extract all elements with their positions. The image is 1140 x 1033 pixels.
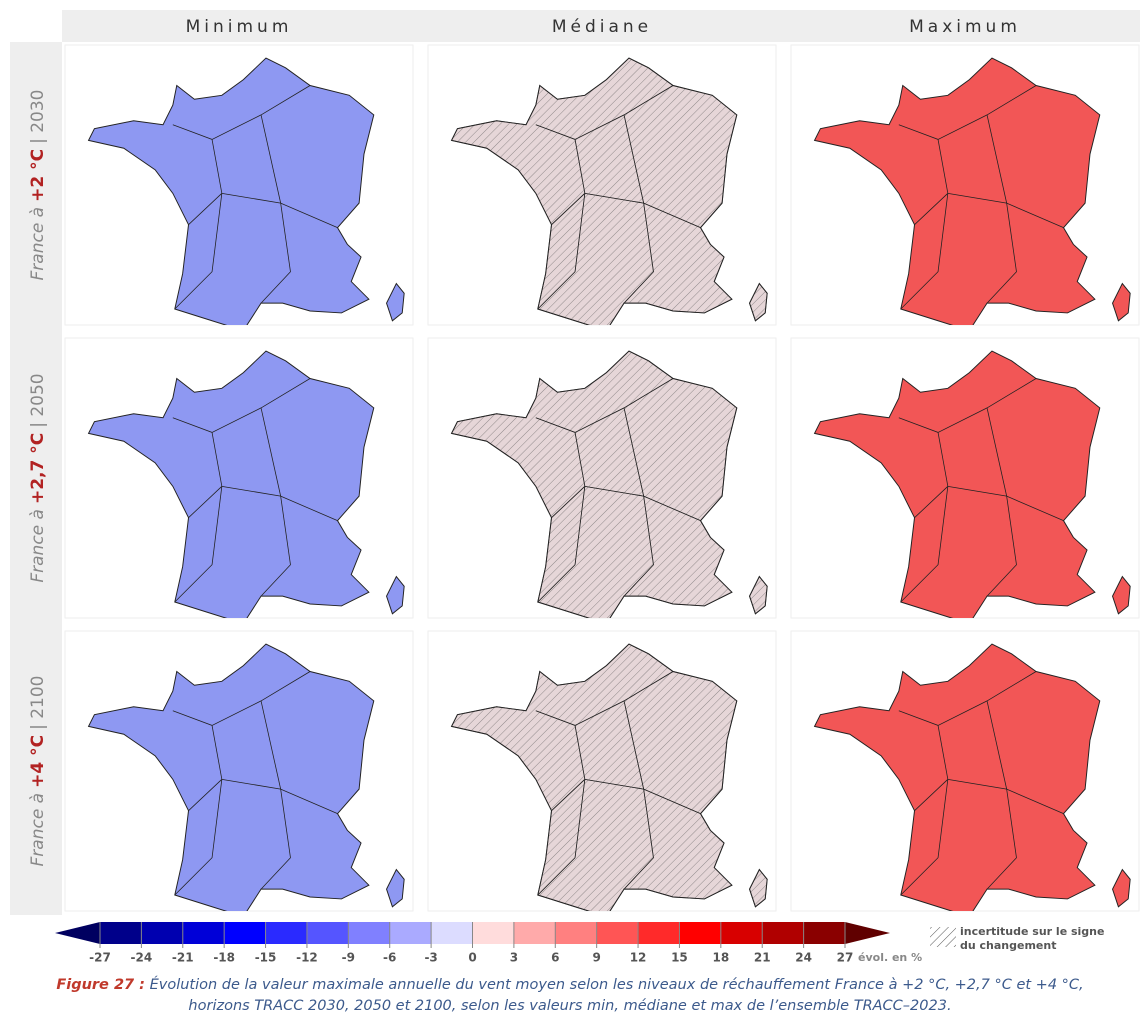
caption-label: Figure 27 :	[56, 977, 145, 993]
column-header: Maximum	[909, 17, 1021, 37]
colorbar-tick-label: 3	[510, 951, 518, 965]
colorbar-tick-label: -18	[213, 951, 235, 965]
colorbar-tick-label: -27	[89, 951, 111, 965]
header-bar	[62, 10, 1140, 42]
colorbar-bin	[596, 922, 639, 944]
row-level: +4 °C	[28, 735, 48, 788]
colorbar-bin	[679, 922, 722, 944]
row-label: France à +4 °C | 2100	[28, 676, 48, 867]
hatch-legend: incertitude sur le signe	[960, 925, 1104, 938]
colorbar-tick-label: -3	[424, 951, 437, 965]
row-label-bar	[10, 42, 62, 915]
hatch-swatch	[930, 927, 956, 947]
colorbar-arrow	[55, 922, 100, 944]
colorbar-bin	[720, 922, 763, 944]
colorbar-tick-label: 0	[468, 951, 476, 965]
caption-text: Évolution de la valeur maximale annuelle…	[149, 977, 1084, 1014]
colorbar-tick-label: -15	[255, 951, 277, 965]
row-prefix: France à	[28, 793, 48, 867]
colorbar-bin	[389, 922, 432, 944]
row-level: +2,7 °C	[28, 433, 48, 504]
colorbar-tick-label: 27	[837, 951, 854, 965]
row-horizon: | 2030	[28, 90, 48, 144]
colorbar-tick-label: 15	[671, 951, 688, 965]
colorbar-bin	[431, 922, 473, 944]
row-label: France à +2,7 °C | 2050	[28, 373, 48, 582]
colorbar-unit: évol. en %	[858, 951, 922, 964]
colorbar-bin	[224, 922, 267, 944]
caption: Figure 27 : Évolution de la valeur maxim…	[40, 975, 1100, 1031]
column-header: Médiane	[552, 17, 652, 37]
colorbar-bin	[265, 922, 308, 944]
colorbar-arrow	[845, 922, 890, 944]
colorbar-tick-label: -9	[342, 951, 355, 965]
colorbar-bin	[803, 922, 846, 944]
colorbar-bin	[100, 922, 142, 944]
colorbar-bin	[555, 922, 598, 944]
colorbar-bin	[348, 922, 391, 944]
colorbar-tick-label: 18	[712, 951, 729, 965]
colorbar-bin	[513, 922, 556, 944]
row-label: France à +2 °C | 2030	[28, 90, 48, 281]
colorbar-bin	[638, 922, 680, 944]
colorbar-tick-label: 9	[592, 951, 600, 965]
row-prefix: France à	[28, 207, 48, 281]
colorbar-tick-label: 21	[754, 951, 771, 965]
colorbar-tick-label: -24	[131, 951, 153, 965]
figure: Minimum Médiane Maximum France à +2 °C | 2030…	[10, 10, 1140, 965]
column-header: Minimum	[186, 17, 293, 37]
colorbar-bin	[141, 922, 184, 944]
colorbar-bin	[472, 922, 515, 944]
colorbar-bin	[182, 922, 225, 944]
colorbar-tick-label: 6	[551, 951, 559, 965]
colorbar-tick-label: -6	[383, 951, 396, 965]
colorbar-bin	[306, 922, 349, 944]
colorbar-tick-label: 24	[795, 951, 812, 965]
row-horizon: | 2100	[28, 676, 48, 730]
colorbar-tick-label: -21	[172, 951, 194, 965]
hatch-legend: du changement	[960, 939, 1057, 952]
colorbar-tick-label: -12	[296, 951, 318, 965]
row-horizon: | 2050	[28, 373, 48, 427]
colorbar-bin	[762, 922, 805, 944]
colorbar-tick-label: 12	[630, 951, 647, 965]
row-level: +2 °C	[28, 149, 48, 202]
row-prefix: France à	[28, 509, 48, 583]
